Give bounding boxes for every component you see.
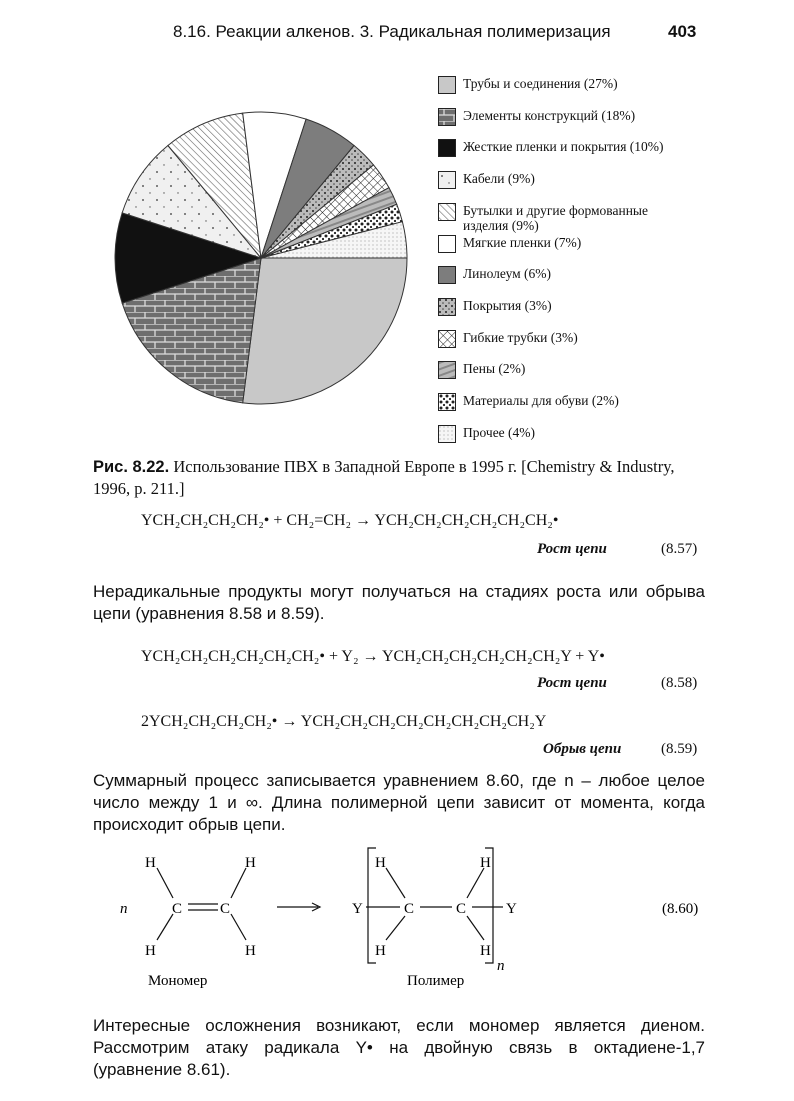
pie-chart <box>114 111 408 405</box>
legend-item: Жесткие пленки и покрытия (10%) <box>438 139 673 158</box>
legend-label: Мягкие пленки (7%) <box>463 234 582 250</box>
legend-label: Покрытия (3%) <box>463 297 552 313</box>
pie-slice <box>242 257 408 405</box>
equation-label: Рост цепи <box>537 675 607 691</box>
carbon: C <box>172 901 182 917</box>
legend-swatch <box>438 393 456 411</box>
y-end-group: Y <box>352 901 363 917</box>
hydrogen: H <box>375 855 386 871</box>
hydrogen: H <box>245 855 256 871</box>
legend-label: Пены (2%) <box>463 361 526 377</box>
legend-swatch <box>438 202 456 221</box>
pie-slice <box>121 144 263 260</box>
y-end-group: Y <box>506 901 517 917</box>
figure-caption: Рис. 8.22. Использование ПВХ в Западной … <box>93 456 705 499</box>
legend-swatch <box>438 234 456 253</box>
legend-label: Гибкие трубки (3%) <box>463 329 578 345</box>
legend-swatch <box>438 107 456 126</box>
equation-number: (8.60) <box>662 901 698 917</box>
hydrogen: H <box>480 943 491 959</box>
legend-item: Покрытия (3%) <box>438 297 673 316</box>
equation-8-58: YCH₂CH₂CH₂CH₂CH₂CH₂• + Y₂ → YCH₂CH₂CH₂CH… <box>141 648 605 665</box>
n-coefficient: n <box>120 901 128 917</box>
pie-slice <box>121 257 262 404</box>
hydrogen: H <box>480 855 491 871</box>
paragraph: Интересные осложнения возникают, если мо… <box>93 1016 705 1079</box>
polymerization-scheme: n C C H H H H Y C C Y H H H H n Мономер … <box>120 847 698 989</box>
equation-label: Обрыв цепи <box>543 741 622 757</box>
legend-item: Элементы конструкций (18%) <box>438 107 673 126</box>
legend-swatch <box>438 424 456 443</box>
legend-label: Прочее (4%) <box>463 424 536 440</box>
caption-text: Использование ПВХ в Западной Европе в 19… <box>93 457 675 498</box>
hydrogen: H <box>245 943 256 959</box>
polymer-label: Полимер <box>407 973 464 989</box>
hydrogen: H <box>375 943 386 959</box>
equation-number: (8.59) <box>661 741 698 757</box>
legend-swatch <box>438 266 456 285</box>
pie-slice <box>260 221 408 259</box>
carbon: C <box>456 901 466 917</box>
monomer-label: Мономер <box>148 973 207 989</box>
legend-swatch <box>438 297 456 316</box>
legend-item: Пены (2%) <box>438 361 673 380</box>
legend-item: Кабели (9%) <box>438 171 673 190</box>
legend-swatch <box>438 171 456 190</box>
legend-item: Прочее (4%) <box>438 424 673 443</box>
legend-label: Жесткие пленки и покрытия (10%) <box>463 139 664 155</box>
equation-number: (8.58) <box>661 675 698 691</box>
legend-item: Бутылки и другие формованные изделия (9%… <box>438 202 673 233</box>
running-title: 8.16. Реакции алкенов. 3. Радикальная по… <box>173 22 611 41</box>
equation-8-57: YCH₂CH₂CH₂CH₂• + CH₂=CH₂ → YCH₂CH₂CH₂CH₂… <box>141 512 559 529</box>
legend-label: Бутылки и другие формованные изделия (9%… <box>463 202 648 233</box>
legend-label: Материалы для обуви (2%) <box>463 393 619 408</box>
n-subscript: n <box>497 958 505 974</box>
legend-label: Элементы конструкций (18%) <box>463 107 636 123</box>
page-number: 403 <box>668 22 697 41</box>
legend-label: Линолеум (6%) <box>463 266 552 282</box>
legend-item: Линолеум (6%) <box>438 266 673 285</box>
equation-number: (8.57) <box>661 541 698 557</box>
legend-swatch <box>438 361 456 380</box>
equation-label: Рост цепи <box>537 541 607 557</box>
legend-item: Трубы и соединения (27%) <box>438 76 673 94</box>
paragraph: Нерадикальные продукты могут получаться … <box>93 582 705 623</box>
hydrogen: H <box>145 855 156 871</box>
legend-swatch <box>438 139 456 158</box>
caption-label: Рис. 8.22. <box>93 458 170 476</box>
pie-slice <box>167 112 262 260</box>
legend-item: Гибкие трубки (3%) <box>438 329 673 348</box>
carbon: C <box>220 901 230 917</box>
legend-swatch <box>438 329 456 348</box>
legend-label: Трубы и соединения (27%) <box>463 76 618 91</box>
hydrogen: H <box>145 943 156 959</box>
pie-slice <box>114 212 263 304</box>
paragraph: Суммарный процесс записывается уравнение… <box>93 771 705 834</box>
legend-item: Мягкие пленки (7%) <box>438 234 673 253</box>
legend-swatch <box>438 76 456 94</box>
legend-label: Кабели (9%) <box>463 171 535 187</box>
carbon: C <box>404 901 414 917</box>
legend-item: Материалы для обуви (2%) <box>438 393 673 411</box>
equation-8-59: 2YCH₂CH₂CH₂CH₂• → YCH₂CH₂CH₂CH₂CH₂CH₂CH₂… <box>141 713 547 730</box>
